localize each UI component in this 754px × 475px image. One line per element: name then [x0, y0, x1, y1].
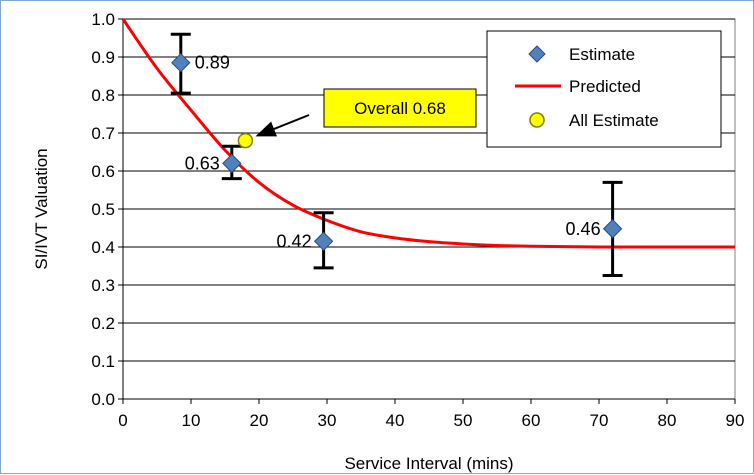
predicted-line	[121, 18, 735, 249]
legend-label-predicted: Predicted	[569, 77, 641, 96]
y-tick-label: 0.2	[91, 314, 115, 333]
x-tick-label: 50	[454, 411, 473, 430]
x-tick-label: 10	[182, 411, 201, 430]
y-axis-title: SI/IVT Valuation	[32, 148, 51, 269]
legend-box	[486, 30, 722, 148]
x-tick-label: 20	[250, 411, 269, 430]
y-tick-label: 0.7	[91, 124, 115, 143]
legend: Estimate Predicted All Estimate	[486, 30, 722, 148]
x-tick-label: 30	[318, 411, 337, 430]
estimate-data-label: 0.63	[185, 153, 220, 173]
annotations: Overall 0.68	[255, 88, 477, 137]
y-tick-label: 0.3	[91, 276, 115, 295]
x-tick-label: 40	[386, 411, 405, 430]
y-tick-label: 0.5	[91, 200, 115, 219]
estimate-point	[313, 231, 334, 252]
legend-label-all-estimate: All Estimate	[569, 111, 659, 130]
estimate-data-label: 0.89	[195, 53, 230, 73]
axes: 0.0 0.1 0.2 0.3 0.4 0.5 0.6 0.7 0.8 0.9 1.0 0 10 20 30…	[32, 10, 744, 473]
estimate-point	[602, 219, 623, 239]
callout-label: Overall 0.68	[354, 99, 446, 118]
y-tick-label: 0.9	[91, 48, 115, 67]
estimate-point	[222, 153, 242, 174]
estimate-data-label: 0.42	[277, 231, 312, 251]
callout-box	[323, 88, 477, 128]
y-tick-label: 0.4	[91, 238, 115, 257]
x-tick-label: 70	[590, 411, 609, 430]
x-tick-label: 60	[522, 411, 541, 430]
x-tick-label: 90	[726, 411, 745, 430]
callout-arrow	[255, 114, 310, 137]
estimate-data-label: 0.46	[566, 219, 601, 239]
y-tick-label: 1.0	[91, 10, 115, 29]
y-tick-label: 0.6	[91, 162, 115, 181]
y-tick-label: 0.0	[91, 390, 115, 409]
legend-label-estimate: Estimate	[569, 45, 635, 64]
x-tick-label: 80	[658, 411, 677, 430]
all-estimate-point	[237, 132, 254, 149]
plot-area: 0.89 0.63 0.42 0.46	[121, 18, 735, 277]
x-tick-label: 0	[118, 411, 127, 430]
y-tick-label: 0.1	[91, 352, 115, 371]
x-axis-title: Service Interval (mins)	[344, 454, 513, 473]
legend-circle-icon	[529, 112, 545, 128]
legend-diamond-icon	[528, 45, 546, 63]
estimate-point	[171, 52, 191, 73]
y-tick-label: 0.8	[91, 86, 115, 105]
